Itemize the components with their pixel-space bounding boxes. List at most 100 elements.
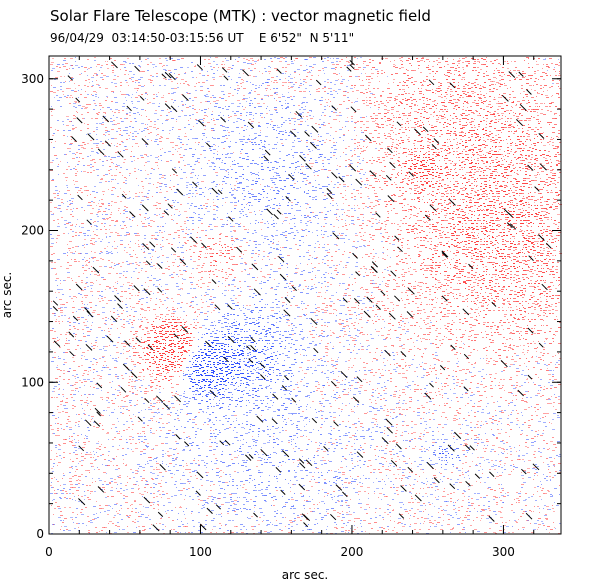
field-vector bbox=[124, 340, 131, 347]
field-vector bbox=[147, 344, 154, 351]
field-vector bbox=[375, 212, 381, 218]
field-vector bbox=[527, 374, 533, 380]
field-vector bbox=[355, 271, 361, 277]
field-vector bbox=[396, 121, 402, 127]
field-vector bbox=[298, 458, 305, 464]
field-vector bbox=[156, 263, 163, 269]
field-vector bbox=[179, 258, 187, 265]
chart-subtitle: 96/04/29 03:14:50-03:15:56 UT E 6'52" N … bbox=[50, 31, 355, 45]
field-vector bbox=[201, 242, 207, 249]
field-vector bbox=[135, 337, 141, 343]
field-vector bbox=[406, 311, 414, 318]
field-vector bbox=[198, 119, 205, 127]
field-vector bbox=[387, 195, 395, 203]
field-vector bbox=[335, 484, 343, 491]
field-pixel-layer bbox=[50, 57, 562, 534]
field-vector bbox=[227, 304, 233, 310]
field-vector bbox=[386, 427, 393, 434]
field-vector bbox=[209, 389, 217, 397]
field-vector bbox=[141, 138, 149, 146]
field-vector bbox=[283, 309, 291, 317]
field-vector bbox=[371, 261, 378, 268]
field-vector bbox=[333, 421, 339, 427]
field-vector bbox=[266, 208, 273, 216]
field-vector bbox=[441, 252, 448, 258]
field-vector bbox=[525, 512, 533, 520]
field-vector bbox=[363, 310, 371, 318]
field-vector bbox=[164, 103, 171, 110]
field-vector bbox=[369, 170, 377, 177]
field-vector bbox=[331, 171, 338, 179]
field-vector bbox=[468, 263, 474, 269]
field-vector bbox=[388, 312, 396, 320]
field-vector bbox=[279, 273, 287, 281]
field-vector bbox=[275, 467, 282, 473]
field-vector bbox=[500, 360, 508, 368]
field-vector bbox=[102, 115, 110, 123]
plot-frame bbox=[48, 55, 562, 535]
field-vector bbox=[217, 189, 223, 195]
field-vector bbox=[284, 297, 291, 303]
field-vector bbox=[387, 147, 393, 154]
field-vector bbox=[174, 395, 181, 403]
field-vector bbox=[250, 337, 256, 343]
field-vector bbox=[120, 386, 127, 393]
field-vector bbox=[246, 345, 251, 351]
field-vector bbox=[311, 417, 318, 424]
field-vector bbox=[110, 315, 118, 323]
field-vector bbox=[298, 483, 306, 491]
field-vector bbox=[426, 462, 434, 470]
field-vector bbox=[364, 134, 372, 142]
field-vector bbox=[84, 307, 90, 314]
field-vector bbox=[400, 351, 407, 357]
field-vector bbox=[52, 306, 58, 312]
field-vector bbox=[253, 288, 261, 296]
field-vector bbox=[157, 511, 164, 517]
field-vector bbox=[211, 279, 217, 284]
field-vector bbox=[532, 463, 540, 471]
field-vector bbox=[508, 71, 516, 78]
field-vector bbox=[134, 65, 140, 72]
field-vector bbox=[245, 454, 252, 461]
field-vector bbox=[352, 396, 360, 403]
transverse-vector-layer bbox=[52, 59, 552, 532]
y-tick-label: 200 bbox=[21, 224, 44, 238]
field-vector bbox=[159, 464, 166, 471]
field-vector bbox=[285, 195, 291, 202]
field-vector bbox=[53, 340, 61, 347]
field-vector bbox=[462, 308, 470, 316]
field-vector bbox=[429, 204, 437, 212]
axes bbox=[48, 55, 562, 535]
field-vector bbox=[280, 489, 286, 495]
field-vector bbox=[260, 374, 266, 380]
field-vector bbox=[223, 75, 229, 81]
field-vector bbox=[538, 342, 544, 348]
field-vector bbox=[330, 513, 337, 521]
field-vector bbox=[332, 232, 340, 240]
field-vector bbox=[469, 445, 475, 451]
field-vector bbox=[526, 89, 532, 95]
field-vector bbox=[141, 204, 149, 212]
field-vector bbox=[447, 444, 455, 452]
field-vector bbox=[407, 466, 413, 473]
field-vector bbox=[310, 317, 318, 326]
field-vector bbox=[126, 105, 132, 112]
field-vector bbox=[133, 285, 140, 292]
field-vector bbox=[67, 75, 74, 81]
field-vector bbox=[195, 490, 201, 496]
field-vector bbox=[527, 164, 534, 171]
field-vector bbox=[518, 71, 524, 77]
field-vector bbox=[85, 343, 93, 351]
field-vector bbox=[463, 353, 469, 360]
field-vector bbox=[104, 140, 111, 147]
field-vector bbox=[288, 173, 295, 181]
field-vector bbox=[340, 370, 348, 378]
field-vector bbox=[196, 471, 204, 479]
tick-layer: 0 100 200 300 0 100 200 300 bbox=[21, 56, 561, 559]
field-vector bbox=[117, 151, 124, 158]
field-vector bbox=[145, 260, 151, 266]
field-vector bbox=[75, 283, 83, 291]
field-vector bbox=[304, 131, 310, 137]
field-vector bbox=[450, 344, 456, 350]
